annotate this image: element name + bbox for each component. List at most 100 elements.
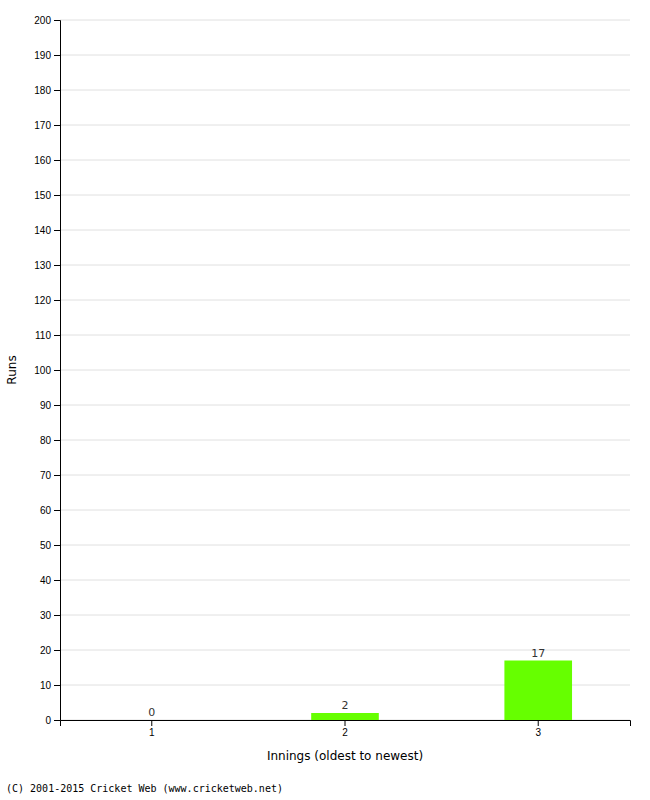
tick-label: 50: [40, 540, 52, 551]
tick-label: 90: [40, 400, 52, 411]
tick-mark: [54, 125, 60, 126]
tick-label: 180: [34, 85, 51, 96]
grid-line: [60, 160, 630, 161]
grid-line: [60, 90, 630, 91]
axis-line: [61, 721, 631, 727]
bar: [504, 661, 572, 721]
tick: 40: [40, 575, 60, 586]
tick: 50: [40, 540, 60, 551]
tick: 200: [34, 15, 60, 26]
y-axis-title: Runs: [5, 355, 19, 384]
tick-label: 130: [34, 260, 51, 271]
bars: [311, 661, 572, 721]
tick-label: 2: [342, 727, 348, 738]
tick-label: 100: [34, 365, 51, 376]
tick: 2: [342, 720, 348, 738]
tick: 3: [535, 720, 541, 738]
tick-label: 110: [35, 330, 51, 341]
grid-line: [60, 370, 630, 371]
tick: 190: [34, 50, 60, 61]
tick-label: 40: [40, 575, 52, 586]
tick-label: 80: [40, 435, 52, 446]
tick-mark: [54, 265, 60, 266]
grid-line: [60, 125, 630, 126]
tick-label: 170: [34, 120, 51, 131]
tick-mark: [54, 160, 60, 161]
tick-label: 60: [40, 505, 52, 516]
bar: [118, 720, 186, 721]
tick: 110: [35, 330, 60, 341]
tick-label: 150: [34, 190, 51, 201]
tick: 70: [40, 470, 60, 481]
tick-mark: [54, 55, 60, 56]
data-labels: 0 2 17: [148, 647, 545, 720]
tick-label: 10: [40, 680, 52, 691]
tick-mark: [54, 685, 60, 686]
axis-line: [54, 21, 61, 721]
tick-mark: [54, 405, 60, 406]
grid-line: [60, 335, 630, 336]
tick: 20: [40, 645, 60, 656]
grid-line: [60, 230, 630, 231]
plot: 0217010203040506070809010011012013014015…: [34, 15, 630, 738]
grid-line: [60, 405, 630, 406]
tick-mark: [54, 335, 60, 336]
bar: [311, 713, 379, 720]
tick-mark: [54, 580, 60, 581]
tick-label: 200: [34, 15, 51, 26]
grid-line: [60, 580, 630, 581]
tick: 140: [34, 225, 60, 236]
tick-mark: [54, 475, 60, 476]
tick-label: 70: [40, 470, 52, 481]
tick: 90: [40, 400, 60, 411]
grid-line: [60, 440, 630, 441]
tick: 1: [149, 720, 155, 738]
tick: 60: [40, 505, 60, 516]
tick-label: 0: [45, 715, 51, 726]
grid-line: [60, 615, 630, 616]
tick: 0: [45, 715, 60, 726]
data-label: 17: [531, 647, 545, 660]
grid-line: [60, 510, 630, 511]
tick-label: 140: [34, 225, 51, 236]
tick-label: 3: [535, 727, 541, 738]
tick-mark: [54, 545, 60, 546]
grid-line: [60, 475, 630, 476]
x-axis: 1 2 3: [61, 720, 631, 738]
tick: 80: [40, 435, 60, 446]
tick-label: 1: [149, 727, 155, 738]
footer: (C) 2001-2015 Cricket Web (www.cricketwe…: [6, 783, 283, 794]
tick-mark: [54, 195, 60, 196]
tick-label: 30: [40, 610, 52, 621]
y-axis: 0 10 20 30 40 50 60 70 80 90 100 110 120 130 140 150 160…: [34, 15, 60, 726]
data-label: 2: [342, 699, 349, 712]
tick-mark: [54, 20, 60, 21]
grid-line: [60, 545, 630, 546]
tick: 10: [40, 680, 60, 691]
tick: 130: [34, 260, 60, 271]
tick-mark: [54, 615, 60, 616]
tick: 120: [34, 295, 60, 306]
tick-mark: [54, 370, 60, 371]
tick-mark: [345, 720, 346, 726]
grid-line: [60, 265, 630, 266]
x-axis-title: Innings (oldest to newest): [267, 749, 423, 763]
tick-label: 160: [34, 155, 51, 166]
grid-line: [60, 195, 630, 196]
grid-line: [60, 55, 630, 56]
tick-mark: [538, 720, 539, 726]
tick-mark: [54, 230, 60, 231]
tick: 150: [34, 190, 60, 201]
data-label: 0: [148, 706, 155, 719]
tick-mark: [54, 440, 60, 441]
tick-label: 190: [34, 50, 51, 61]
grid-line: [60, 20, 630, 21]
tick: 160: [34, 155, 60, 166]
tick-mark: [54, 90, 60, 91]
tick: 30: [40, 610, 60, 621]
tick: 100: [34, 365, 60, 376]
tick-mark: [151, 720, 152, 726]
grid: [60, 20, 630, 720]
chart: 0217010203040506070809010011012013014015…: [0, 0, 650, 800]
tick: 180: [34, 85, 60, 96]
